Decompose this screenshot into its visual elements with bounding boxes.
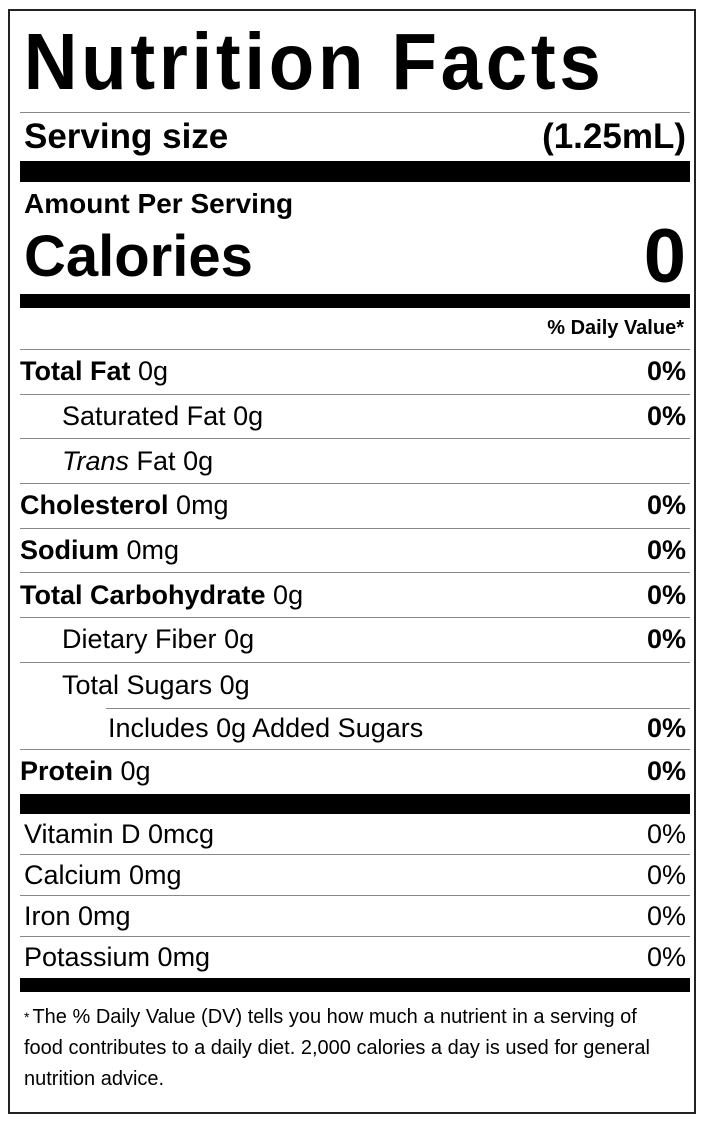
nutrient-dv: 0% xyxy=(646,713,686,743)
vitamin-text: Calcium 0mg xyxy=(24,859,182,890)
nutrient-text: Includes 0g Added Sugars xyxy=(108,713,424,743)
nutrient-dv: 0% xyxy=(646,756,686,787)
vitamin-dv: 0% xyxy=(646,900,686,931)
nutrient-name: Cholesterol xyxy=(20,490,169,521)
nutrient-name: Sodium xyxy=(20,535,119,566)
vitamin-text: Vitamin D 0mcg xyxy=(24,818,215,849)
nutrient-name: Total Fat xyxy=(20,356,131,387)
nutrient-amount: 0mg xyxy=(176,490,229,521)
nutrient-dv: 0% xyxy=(646,579,686,610)
nutrient-amount: 0g xyxy=(120,756,151,787)
nutrient-name: Saturated Fat xyxy=(62,401,226,432)
vitamin-row-vitamin-d: Vitamin D 0mcg 0% xyxy=(20,814,690,856)
vitamin-dv: 0% xyxy=(646,942,686,973)
nutrient-amount: 0g xyxy=(138,356,169,387)
nutrient-name: Protein xyxy=(20,756,114,787)
nutrient-row-total-carbohydrate: Total Carbohydrate 0g 0% xyxy=(20,573,690,619)
nutrient-dv: 0% xyxy=(646,401,686,432)
footnote-asterisk: * xyxy=(24,1009,30,1026)
thick-divider xyxy=(20,978,690,993)
thick-divider xyxy=(20,794,690,815)
daily-value-header: % Daily Value* xyxy=(20,308,690,350)
nutrient-amount: 0g xyxy=(219,669,250,700)
vitamin-dv: 0% xyxy=(646,859,686,890)
nutrient-amount: 0g xyxy=(183,445,214,476)
nutrient-name: Total Carbohydrate xyxy=(20,579,266,610)
vitamin-row-potassium: Potassium 0mg 0% xyxy=(20,937,690,978)
calories-value: 0 xyxy=(643,213,686,299)
nutrient-row-sodium: Sodium 0mg 0% xyxy=(20,529,690,574)
nutrient-name: Trans xyxy=(62,445,130,476)
calories-label: Calories xyxy=(24,223,253,289)
nutrient-dv: 0% xyxy=(646,535,686,566)
thick-divider xyxy=(20,161,690,182)
divider xyxy=(106,707,690,709)
footnote-text: The % Daily Value (DV) tells you how muc… xyxy=(24,1006,650,1091)
serving-size-row: Serving size (1.25mL) xyxy=(20,113,690,161)
amount-per-serving: Amount Per Serving xyxy=(24,188,294,219)
serving-size-label: Serving size xyxy=(24,117,229,156)
nutrient-row-dietary-fiber: Dietary Fiber 0g 0% xyxy=(20,618,690,663)
nutrient-dv: 0% xyxy=(646,490,686,521)
nutrition-facts-label: Nutrition Facts Serving size (1.25mL) Am… xyxy=(8,9,696,1114)
nutrient-row-total-fat: Total Fat 0g 0% xyxy=(20,350,690,395)
footnote: * The % Daily Value (DV) tells you how mu… xyxy=(20,992,690,1095)
nutrient-row-cholesterol: Cholesterol 0mg 0% xyxy=(20,484,690,529)
nutrient-amount: 0g xyxy=(224,624,255,655)
label-title: Nutrition Facts xyxy=(23,17,605,106)
nutrient-amount: 0g xyxy=(273,579,304,610)
nutrient-row-protein: Protein 0g 0% xyxy=(20,750,690,795)
nutrient-dv: 0% xyxy=(646,356,686,387)
nutrient-name-suffix: Fat xyxy=(136,445,176,476)
calories-row: Calories 0 xyxy=(20,214,690,299)
vitamin-row-iron: Iron 0mg 0% xyxy=(20,896,690,938)
thick-divider xyxy=(20,294,690,308)
divider xyxy=(20,112,690,113)
serving-size-value: (1.25mL) xyxy=(542,117,686,156)
vitamin-row-calcium: Calcium 0mg 0% xyxy=(20,855,690,897)
vitamin-text: Iron 0mg xyxy=(24,900,131,931)
nutrient-name: Total Sugars xyxy=(62,669,213,700)
nutrient-row-added-sugars: Includes 0g Added Sugars 0% xyxy=(20,709,690,750)
nutrient-dv: 0% xyxy=(646,624,686,655)
nutrient-amount: 0g xyxy=(233,401,264,432)
nutrient-row-trans-fat: Trans Fat 0g xyxy=(20,439,690,485)
vitamin-dv: 0% xyxy=(646,818,686,849)
nutrient-name: Dietary Fiber xyxy=(62,624,217,655)
nutrient-amount: 0mg xyxy=(126,535,180,566)
nutrient-row-saturated-fat: Saturated Fat 0g 0% xyxy=(20,395,690,440)
vitamin-text: Potassium 0mg xyxy=(24,942,211,973)
nutrient-row-total-sugars: Total Sugars 0g xyxy=(20,663,690,708)
